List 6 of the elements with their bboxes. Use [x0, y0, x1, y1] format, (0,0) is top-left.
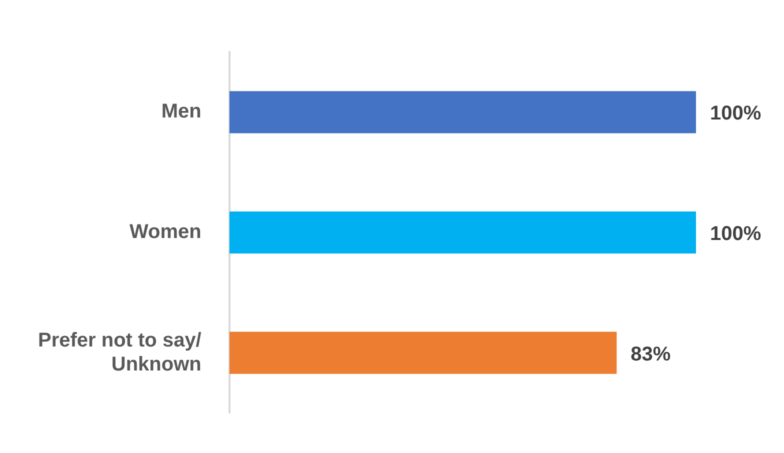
y-tick-label: Prefer not to say/ Unknown: [38, 329, 202, 376]
data-label: 83%: [630, 343, 671, 366]
y-tick-label: Men: [161, 100, 202, 123]
data-label: 100%: [710, 223, 762, 246]
data-label: 100%: [710, 102, 762, 125]
y-tick-label: Women: [130, 221, 202, 244]
